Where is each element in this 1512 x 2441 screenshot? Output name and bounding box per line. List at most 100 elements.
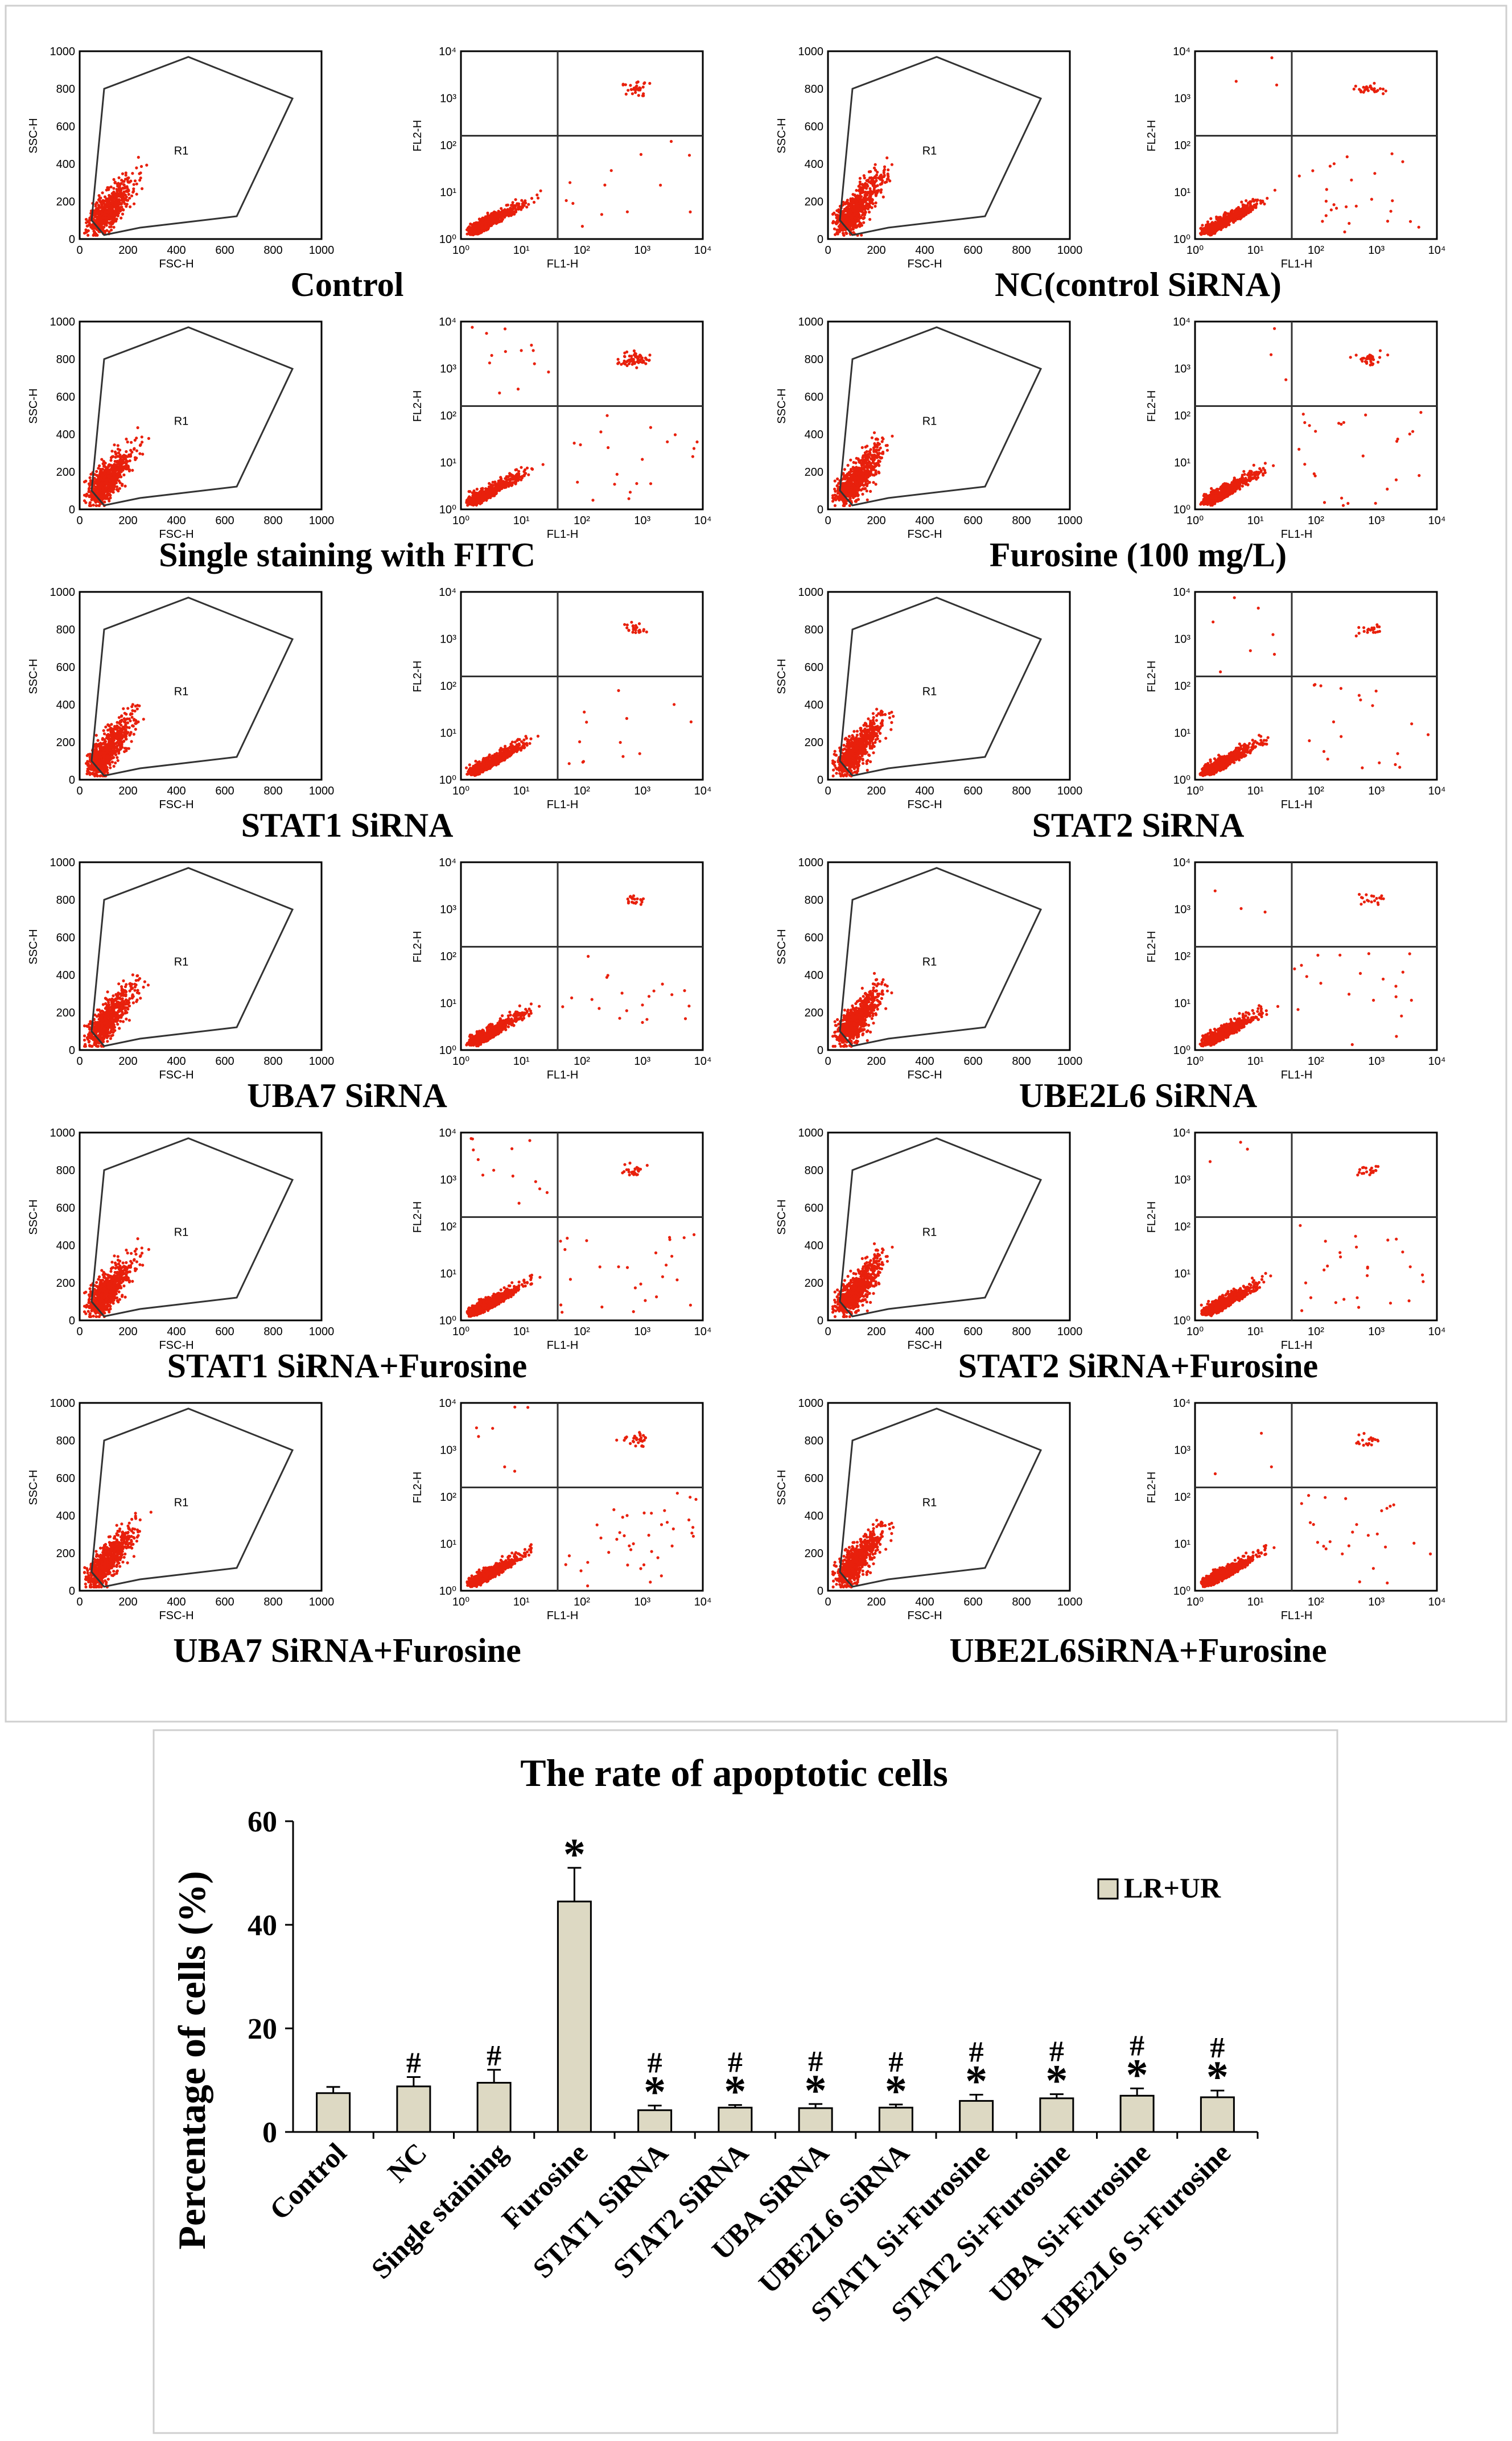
condition-label: Single staining with FITC: [159, 536, 535, 574]
flow-panel: R10020020040040060060080080010001000FSC-…: [776, 316, 1445, 574]
flow-cytometry-panels: R10020020040040060060080080010001000FSC-…: [27, 46, 1445, 1669]
scatter-dot: [833, 493, 837, 497]
y-tick-label: 1000: [798, 46, 824, 58]
x-tick-label: 0: [825, 244, 831, 257]
quadrant-dot: [1335, 207, 1338, 210]
scatter-dot: [92, 226, 96, 229]
quadrant-dot: [539, 189, 542, 192]
quadrant-dot: [486, 489, 489, 492]
scatter-dot: [97, 211, 101, 215]
scatter-dot: [104, 475, 107, 478]
quadrant-dot: [1206, 223, 1209, 227]
scatter-dot: [93, 209, 97, 212]
x-tick-label: 10¹: [513, 244, 530, 257]
quadrant-dot: [499, 219, 502, 223]
scatter-dot: [845, 207, 848, 211]
scatter-dot: [867, 170, 871, 174]
y-tick-label: 400: [56, 429, 75, 441]
scatter-dot: [145, 163, 149, 167]
quadrant-dot: [488, 361, 492, 365]
y-axis-label: SSC-H: [776, 118, 788, 153]
quadrant-dot: [1321, 220, 1324, 223]
quadrant-dot: [1253, 203, 1256, 207]
quadrant-dot: [1242, 203, 1245, 207]
scatter-dot: [86, 229, 90, 232]
quadrant-dot: [1250, 200, 1253, 203]
scatter-dot: [875, 443, 879, 447]
scatter-dot: [109, 463, 113, 467]
scatter-dot: [125, 186, 129, 190]
scatter-dot: [97, 478, 100, 481]
scatter-dot: [125, 189, 128, 193]
quadrant-dot: [621, 83, 625, 86]
scatter-dot: [102, 478, 105, 481]
scatter-dot: [861, 492, 864, 496]
quadrant-dot: [1205, 228, 1209, 232]
scatter-dot: [866, 498, 869, 501]
scatter-dot: [870, 436, 874, 439]
scatter-dot: [135, 192, 138, 196]
quadrant-dot: [502, 481, 506, 484]
scatter-dot: [94, 204, 97, 208]
quadrant-dot: [623, 355, 627, 358]
scatter-dot: [100, 482, 103, 485]
scatter-dot: [113, 485, 116, 488]
flow-panel: R10020020040040060060080080010001000FSC-…: [776, 46, 1445, 303]
quadrant-dot: [517, 472, 520, 476]
scatter-dot: [843, 220, 847, 223]
x-tick-label: 10⁴: [1428, 244, 1446, 257]
quadrant-dot: [632, 349, 636, 353]
scatter-dot: [110, 450, 114, 453]
quadrant-dot: [1206, 232, 1210, 236]
quadrant-dot: [568, 181, 572, 184]
y-tick-label: 10¹: [1174, 187, 1190, 199]
y-tick-label: 10¹: [440, 187, 456, 199]
quadrant-dot: [1245, 199, 1248, 203]
quadrant-dot: [1362, 85, 1365, 89]
quadrant-dot: [626, 359, 629, 363]
x-tick-label: 800: [263, 514, 282, 527]
quadrant-dot: [466, 504, 469, 507]
quadrant-dot: [480, 230, 484, 234]
scatter-dot: [849, 468, 853, 471]
scatter-dot: [92, 229, 96, 233]
quadrant-dot: [1231, 214, 1235, 217]
y-tick-label: 10⁴: [1173, 46, 1190, 58]
scatter-dot: [883, 165, 887, 168]
quadrant-dot: [1363, 88, 1366, 92]
quadrant-dot: [493, 219, 496, 223]
quadrant-dot: [514, 475, 517, 478]
scatter-dot: [864, 197, 867, 200]
scatter-dot: [866, 479, 869, 483]
scatter-dot: [86, 233, 90, 237]
scatter-dot: [122, 454, 126, 457]
quadrant-dot: [535, 193, 539, 197]
scatter-dot: [876, 184, 879, 187]
scatter-dot: [888, 179, 892, 183]
quadrant-dot: [1232, 221, 1235, 224]
scatter-dot: [869, 466, 872, 469]
scatter-dot: [864, 475, 868, 478]
scatter-dot: [94, 481, 97, 485]
quadrant-dot: [495, 222, 498, 225]
scatter-dot: [116, 214, 120, 217]
quadrant-dot: [514, 468, 517, 472]
scatter-dot: [868, 450, 871, 453]
scatter-dot: [135, 449, 138, 452]
quadrant-dot: [517, 206, 520, 209]
scatter-dot: [128, 468, 131, 472]
quadrant-dot: [627, 89, 630, 92]
scatter-dot: [106, 474, 110, 478]
scatter-dot: [860, 191, 864, 194]
quadrant-dot: [511, 474, 514, 477]
scatter-dot: [92, 503, 95, 507]
quadrant-dot: [634, 85, 637, 89]
quadrant-dot: [509, 214, 513, 217]
quadrant-dot: [1222, 225, 1226, 228]
quadrant-dot: [1234, 80, 1238, 83]
quadrant-dot: [1408, 220, 1412, 223]
y-axis-label: SSC-H: [27, 388, 40, 423]
scatter-dot: [862, 221, 866, 224]
scatter-dot: [100, 223, 103, 226]
